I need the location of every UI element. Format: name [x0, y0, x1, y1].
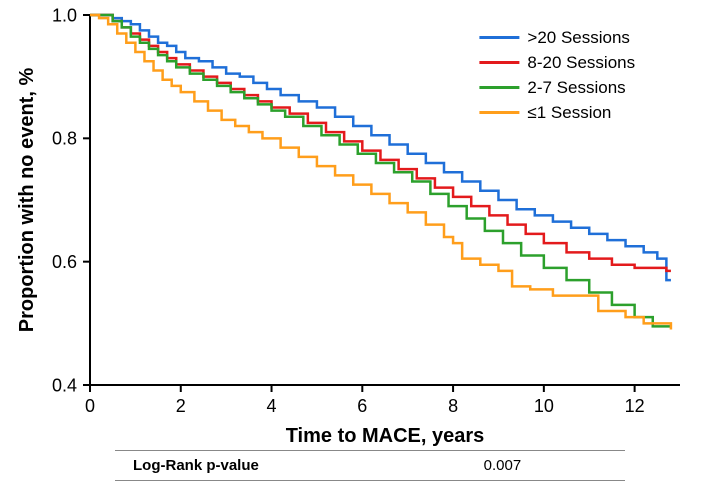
survival-chart: 0 2 4 6 8 10 12 0.4 0.6 0.8 1.0 Time to MACE, years… [0, 0, 707, 502]
x-tick-label: 10 [534, 396, 554, 416]
x-axis-label: Time to MACE, years [286, 425, 485, 447]
y-axis-label: Proportion with no event, % [16, 68, 38, 333]
x-tick-label: 0 [85, 396, 95, 416]
y-tick-label: 0.6 [52, 252, 77, 272]
legend-label: >20 Sessions [527, 28, 630, 47]
pvalue-table: Log-Rank p-value 0.007 [115, 450, 625, 481]
y-tick-label: 0.8 [52, 129, 77, 149]
x-tick-label: 4 [267, 396, 277, 416]
y-tick-label: 0.4 [52, 375, 77, 395]
x-tick-label: 2 [176, 396, 186, 416]
x-tick-label: 6 [357, 396, 367, 416]
y-tick-label: 1.0 [52, 5, 77, 25]
legend-label: 2-7 Sessions [527, 78, 625, 97]
legend-label: ≤1 Session [527, 103, 611, 122]
x-tick-label: 12 [625, 396, 645, 416]
pvalue-label: Log-Rank p-value [115, 451, 466, 481]
pvalue-value: 0.007 [466, 451, 625, 481]
legend-label: 8-20 Sessions [527, 53, 635, 72]
x-tick-label: 8 [448, 396, 458, 416]
